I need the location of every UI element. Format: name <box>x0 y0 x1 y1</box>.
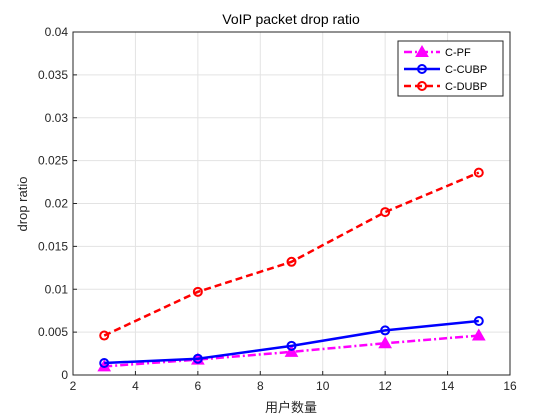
series-c-cubp <box>99 315 484 368</box>
y-tick-label: 0.03 <box>45 111 69 125</box>
data-point-c-cubp <box>473 315 484 326</box>
data-point-c-pf <box>378 336 393 349</box>
y-tick-label: 0.035 <box>38 68 68 82</box>
x-tick-label: 14 <box>441 379 455 393</box>
legend: C-PF C-CUBP C-DUBP <box>397 40 504 97</box>
y-tick-label: 0.02 <box>45 197 69 211</box>
chart-title: VoIP packet drop ratio <box>222 11 360 27</box>
x-tick-label: 16 <box>503 379 517 393</box>
legend-marker-c-dubp <box>417 81 427 91</box>
series-line-c-dubp <box>103 171 480 337</box>
x-tick-label: 10 <box>316 379 330 393</box>
data-point-c-dubp <box>192 286 203 297</box>
data-point-c-pf <box>284 344 299 357</box>
y-tick-label: 0.015 <box>38 239 68 253</box>
data-point-c-dubp <box>380 207 391 218</box>
x-tick-label: 4 <box>132 379 139 393</box>
legend-marker-c-pf <box>415 44 429 57</box>
y-tick-label: 0.025 <box>38 154 68 168</box>
data-point-c-cubp <box>99 357 110 368</box>
data-point-c-cubp <box>380 325 391 336</box>
legend-label-c-dubp: C-DUBP <box>445 81 487 93</box>
data-point-c-dubp <box>99 330 110 341</box>
y-tick-label: 0 <box>61 368 68 382</box>
y-axis-title: drop ratio <box>15 177 30 232</box>
y-tick-label: 0.01 <box>45 282 69 296</box>
y-tick-label: 0.04 <box>45 25 69 39</box>
x-tick-label: 12 <box>378 379 392 393</box>
data-point-c-cubp <box>286 340 297 351</box>
x-tick-label: 8 <box>257 379 264 393</box>
legend-marker-c-cubp <box>417 64 427 74</box>
series-lines <box>97 167 486 372</box>
data-point-c-dubp <box>473 167 484 178</box>
x-tick-label: 2 <box>70 379 77 393</box>
data-point-c-pf <box>471 328 486 341</box>
series-line-c-cubp <box>104 319 479 365</box>
legend-label-c-cubp: C-CUBP <box>445 64 487 76</box>
axis-ticks: 2 4 6 8 10 12 14 16 0 0.005 0.01 0.015 0.02 0.025 0.03… <box>38 25 517 393</box>
data-point-c-dubp <box>286 256 297 267</box>
x-axis-title: 用户数量 <box>265 400 317 415</box>
data-point-c-cubp <box>192 353 203 364</box>
legend-label-c-pf: C-PF <box>445 47 471 59</box>
y-tick-label: 0.005 <box>38 325 68 339</box>
series-c-dubp <box>99 167 484 341</box>
x-tick-label: 6 <box>195 379 202 393</box>
